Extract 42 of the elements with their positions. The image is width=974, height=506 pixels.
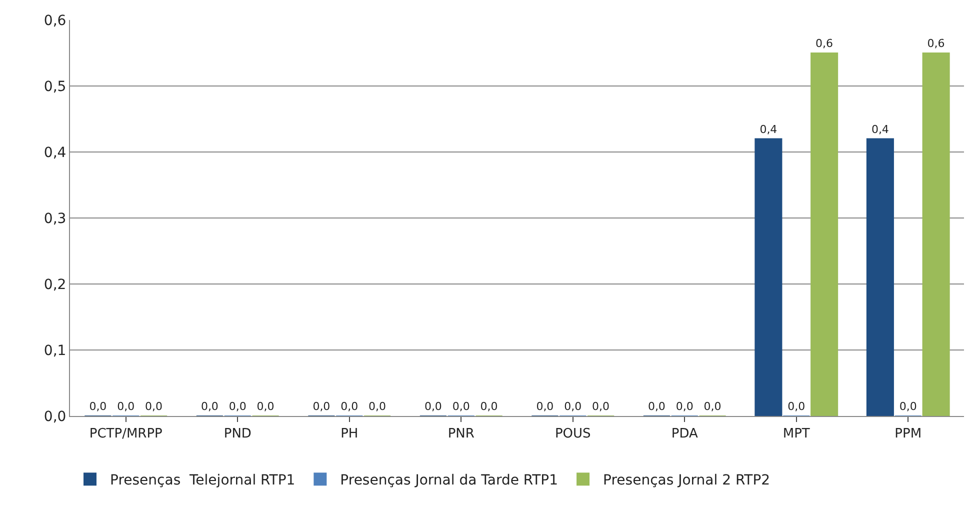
data-label: 0,0	[704, 400, 722, 413]
data-label: 0,0	[592, 400, 610, 413]
x-tick-label: MPT	[782, 426, 810, 442]
y-tick-label: 0,2	[44, 276, 66, 293]
data-label: 0,0	[256, 400, 274, 413]
x-tick-label: POUS	[554, 426, 591, 442]
x-tick-label: PNR	[448, 426, 474, 442]
data-label: 0,0	[788, 400, 806, 413]
data-label: 0,0	[424, 400, 442, 413]
data-label: 0,4	[760, 122, 778, 136]
data-label: 0,4	[871, 122, 889, 136]
x-tick-label: PDA	[671, 426, 698, 442]
data-label: 0,0	[564, 400, 582, 413]
data-label: 0,0	[228, 400, 246, 413]
legend-label: Presenças Jornal 2 RTP2	[603, 472, 770, 489]
data-label: 0,0	[200, 400, 218, 413]
data-label: 0,0	[340, 400, 358, 413]
data-label: 0,0	[89, 400, 107, 413]
y-tick-label: 0,0	[44, 408, 66, 425]
data-label: 0,0	[452, 400, 470, 413]
data-label: 0,0	[676, 400, 694, 413]
data-label: 0,6	[927, 37, 945, 50]
data-label: 0,0	[312, 400, 330, 413]
y-tick-label: 0,5	[44, 78, 66, 95]
y-tick-label: 0,4	[44, 144, 66, 161]
y-tick-label: 0,1	[44, 342, 66, 359]
y-tick-label: 0,3	[44, 210, 66, 227]
x-tick-label: PH	[340, 426, 358, 442]
data-label: 0,0	[648, 400, 666, 413]
x-tick-label: PND	[224, 426, 252, 442]
legend-label: Presenças Telejornal RTP1	[110, 472, 296, 489]
data-label: 0,0	[480, 400, 498, 413]
x-tick-label: PCTP/MRPP	[89, 426, 163, 442]
data-label: 0,0	[899, 400, 917, 413]
legend-label: Presenças Jornal da Tarde RTP1	[340, 472, 558, 489]
data-label: 0,0	[368, 400, 386, 413]
data-label: 0,0	[145, 400, 163, 413]
data-label: 0,6	[816, 37, 834, 50]
x-tick-label: PPM	[894, 426, 922, 442]
data-label: 0,0	[536, 400, 554, 413]
data-label: 0,0	[117, 400, 135, 413]
y-tick-label: 0,6	[44, 12, 66, 29]
